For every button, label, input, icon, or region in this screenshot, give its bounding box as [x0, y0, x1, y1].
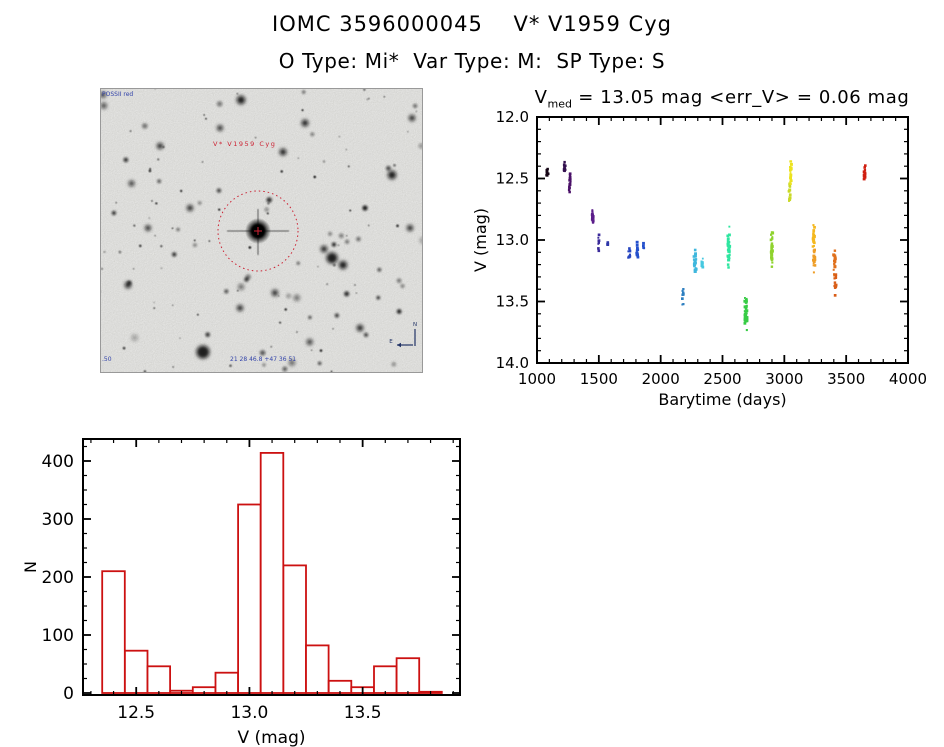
histogram-bar: [101, 570, 126, 694]
tick-label: 100: [42, 626, 74, 646]
tick-label: 12.5: [496, 170, 529, 188]
tick-label: 12.5: [117, 703, 155, 723]
compass-icon: EN: [389, 322, 417, 348]
histogram-bar: [395, 657, 421, 694]
histogram-bar: [146, 665, 172, 694]
tick-label: 2000: [642, 370, 680, 388]
histogram-bars: [101, 451, 443, 694]
survey-label: POSSII red: [102, 91, 133, 98]
corner-label: .50: [102, 356, 112, 363]
tick-label: 300: [42, 510, 74, 530]
histogram-bar: [259, 451, 285, 694]
y-axis-label: V (mag): [471, 208, 490, 272]
tick-label: 14.0: [496, 354, 529, 372]
compass-east-label: E: [389, 339, 393, 345]
tick-label: 4000: [889, 370, 927, 388]
page-title: IOMC 3596000045 V* V1959 Cyg: [272, 12, 672, 36]
tick-label: 12.0: [496, 108, 529, 126]
histogram-bar: [124, 649, 149, 694]
tick-label: 2500: [703, 370, 741, 388]
histogram-plot: 0 100 200 300 400 12.5 13.0 13.5 V (mag) N: [21, 438, 461, 747]
target-marker-circle: [217, 190, 299, 272]
y-axis-label: N: [21, 561, 40, 573]
source-name-label: V* V1959 Cyg: [213, 140, 276, 148]
page-subtitle: O Type: Mi* Var Type: M: SP Type: S: [278, 49, 666, 73]
tick-label: 1000: [518, 370, 556, 388]
histogram-bar: [305, 644, 330, 694]
tick-label: 13.0: [496, 231, 529, 249]
histogram-bar: [214, 671, 240, 694]
coords-label: 21 28 46.8 +47 36 51: [230, 356, 296, 363]
tick-label: 200: [42, 568, 74, 588]
tick-label: 13.0: [230, 703, 268, 723]
tick-label: 13.5: [496, 293, 529, 311]
x-axis-label: V (mag): [237, 728, 305, 747]
histogram-bar: [282, 564, 307, 694]
finding-chart-image: V* V1959 Cyg POSSII red 21 28 46.8 +47 36 …: [100, 88, 423, 373]
vmed-symbol: V: [534, 87, 548, 108]
tick-label: 1500: [580, 370, 618, 388]
tick-label: 13.5: [344, 703, 382, 723]
tick-label: 3500: [827, 370, 865, 388]
tick-label: 3000: [765, 370, 803, 388]
lightcurve-points: [545, 160, 867, 332]
vmed-err-values: = 13.05 mag <err_V> = 0.06 mag: [571, 87, 910, 108]
vmed-subscript: med: [547, 97, 572, 111]
tick-label: 400: [42, 452, 74, 472]
lightcurve-title: Vmed = 13.05 mag <err_V> = 0.06 mag: [500, 87, 944, 111]
x-axis-label: Barytime (days): [658, 390, 786, 409]
histogram-bar: [373, 665, 398, 694]
compass-north-label: N: [413, 322, 417, 328]
histogram-bar: [237, 503, 262, 694]
tick-label: 0: [63, 684, 74, 704]
